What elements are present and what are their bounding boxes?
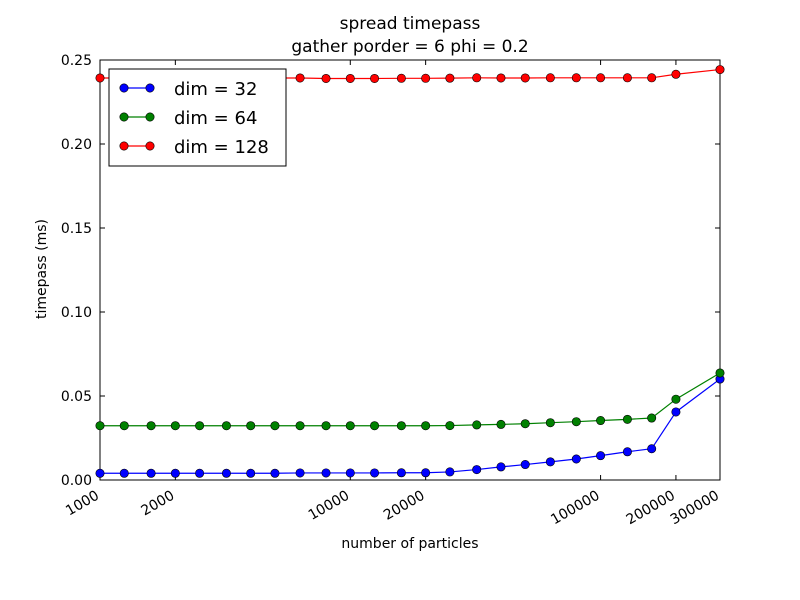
- y-tick-label: 0.10: [61, 305, 92, 321]
- data-point: [421, 468, 431, 478]
- data-point: [170, 468, 180, 478]
- x-tick-label: 2000: [138, 488, 177, 520]
- data-point: [545, 418, 555, 428]
- data-point: [421, 73, 431, 83]
- legend-marker: [145, 83, 155, 93]
- data-point: [170, 421, 180, 431]
- legend-marker: [119, 141, 129, 151]
- x-tick-label: 20000: [381, 488, 428, 524]
- data-point: [622, 73, 632, 83]
- data-point: [596, 416, 606, 426]
- x-tick-label: 100000: [548, 488, 602, 529]
- data-point: [520, 73, 530, 83]
- data-point: [295, 73, 305, 83]
- data-point: [496, 462, 506, 472]
- data-point: [445, 73, 455, 83]
- data-point: [545, 457, 555, 467]
- legend-label: dim = 64: [174, 108, 257, 129]
- chart-subtitle: gather porder = 6 phi = 0.2: [291, 37, 528, 57]
- chart-title: spread timepass: [340, 14, 481, 34]
- data-point: [671, 69, 681, 79]
- data-point: [472, 73, 482, 83]
- data-point: [671, 394, 681, 404]
- data-point: [396, 73, 406, 83]
- legend-marker: [119, 83, 129, 93]
- data-point: [520, 419, 530, 429]
- data-point: [221, 468, 231, 478]
- data-point: [146, 468, 156, 478]
- data-point: [246, 421, 256, 431]
- data-point: [246, 468, 256, 478]
- data-point: [321, 421, 331, 431]
- y-tick-label: 0.15: [61, 221, 92, 237]
- legend-marker: [119, 112, 129, 122]
- plot-frame: [99, 59, 721, 481]
- data-point: [345, 421, 355, 431]
- x-tick-label: 300000: [668, 488, 722, 529]
- data-point: [622, 414, 632, 424]
- x-tick-label: 10000: [306, 488, 353, 524]
- data-point: [119, 421, 129, 431]
- data-point: [622, 447, 632, 457]
- data-point: [295, 421, 305, 431]
- x-tick-label: 1000: [63, 488, 102, 520]
- data-point: [95, 421, 105, 431]
- y-tick-label: 0.00: [61, 473, 92, 489]
- data-point: [520, 460, 530, 470]
- data-point: [95, 73, 105, 83]
- data-point: [647, 73, 657, 83]
- legend-marker: [145, 141, 155, 151]
- data-point: [321, 73, 331, 83]
- data-point: [647, 444, 657, 454]
- data-point: [321, 468, 331, 478]
- data-point: [571, 73, 581, 83]
- data-point: [396, 468, 406, 478]
- data-point: [370, 421, 380, 431]
- data-point: [270, 421, 280, 431]
- data-point: [370, 468, 380, 478]
- plot-area: 0.00 0.05 0.10 0.15 0.20 0.25 1000 2000 10000 200…: [61, 53, 725, 529]
- x-tick-label: 200000: [624, 488, 678, 529]
- data-point: [146, 421, 156, 431]
- y-axis-label: timepass (ms): [34, 219, 50, 319]
- data-point: [496, 419, 506, 429]
- data-point: [195, 421, 205, 431]
- data-point: [195, 468, 205, 478]
- data-point: [445, 421, 455, 431]
- data-point: [715, 368, 725, 378]
- data-point: [571, 454, 581, 464]
- data-point: [221, 421, 231, 431]
- data-point: [295, 468, 305, 478]
- data-point: [270, 468, 280, 478]
- data-point: [370, 73, 380, 83]
- data-point: [472, 465, 482, 475]
- y-tick-label: 0.20: [61, 137, 92, 153]
- data-point: [472, 420, 482, 430]
- data-point: [715, 65, 725, 75]
- y-tick-label: 0.25: [61, 53, 92, 69]
- legend-marker: [145, 112, 155, 122]
- data-point: [545, 73, 555, 83]
- data-point: [396, 421, 406, 431]
- y-tick-label: 0.05: [61, 389, 92, 405]
- data-point: [571, 417, 581, 427]
- data-point: [119, 468, 129, 478]
- legend-label: dim = 32: [174, 79, 257, 100]
- x-axis-label: number of particles: [341, 536, 478, 552]
- data-point: [95, 468, 105, 478]
- data-point: [596, 451, 606, 461]
- data-point: [671, 407, 681, 417]
- legend-label: dim = 128: [174, 137, 269, 158]
- data-point: [345, 73, 355, 83]
- data-point: [596, 73, 606, 83]
- data-point: [445, 467, 455, 477]
- data-point: [345, 468, 355, 478]
- data-point: [647, 413, 657, 423]
- data-point: [421, 421, 431, 431]
- data-point: [496, 73, 506, 83]
